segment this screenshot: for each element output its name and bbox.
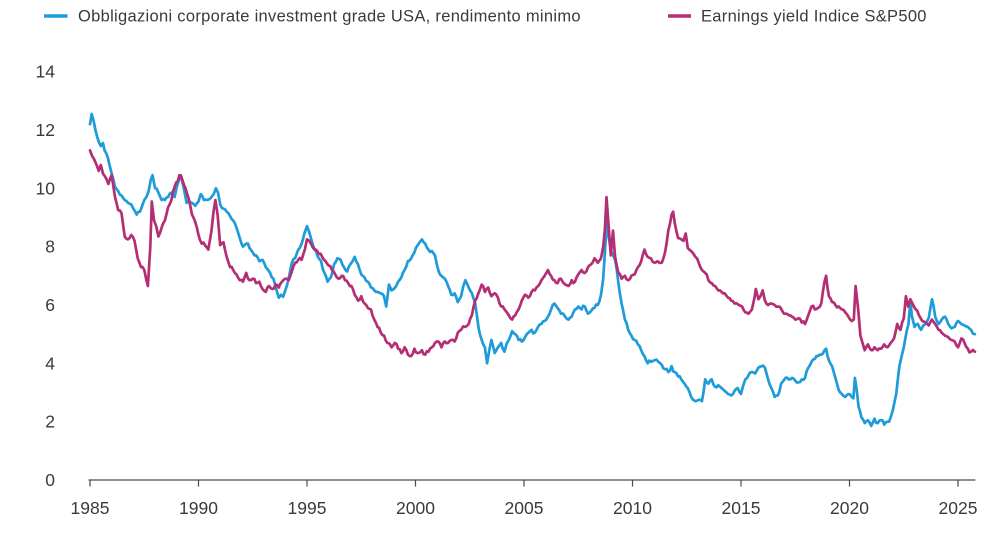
chart-legend: Obbligazioni corporate investment grade … <box>44 8 927 26</box>
x-axis-label: 2015 <box>722 498 761 518</box>
y-axis-label: 12 <box>36 120 55 140</box>
x-axis-label: 1990 <box>179 498 218 518</box>
y-axis-label: 10 <box>36 178 56 198</box>
y-axis-label: 8 <box>45 237 55 257</box>
x-axis-label: 2005 <box>505 498 544 518</box>
y-axis-label: 14 <box>36 62 56 82</box>
series-line-earnings-yield <box>88 149 977 358</box>
x-axis-label: 1985 <box>71 498 110 518</box>
legend-label-earnings-yield: Earnings yield Indice S&P500 <box>701 8 927 26</box>
y-axis-label: 0 <box>45 470 55 490</box>
x-axis-label: 2025 <box>939 498 978 518</box>
y-axis-label: 6 <box>45 295 55 315</box>
legend-label-corporate-bonds: Obbligazioni corporate investment grade … <box>78 8 581 26</box>
x-axis-label: 1995 <box>288 498 327 518</box>
series-lines <box>88 112 977 428</box>
series-line-corporate-bonds <box>88 112 977 428</box>
y-axis-label: 2 <box>45 412 55 432</box>
x-axis: 1985 1990 1995 2000 2005 2010 2015 2020 2025 0 2 4 6… <box>36 62 978 518</box>
x-axis-label: 2020 <box>830 498 869 518</box>
x-axis-label: 2010 <box>613 498 652 518</box>
y-axis-label: 4 <box>45 353 55 373</box>
x-axis-label: 2000 <box>396 498 435 518</box>
